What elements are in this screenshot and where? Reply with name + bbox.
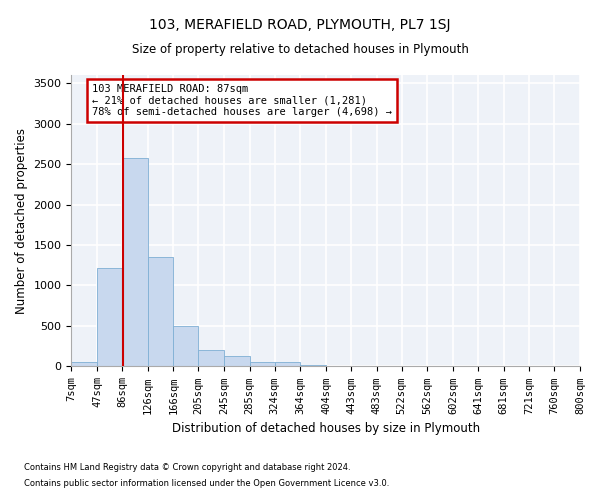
Bar — [173, 326, 199, 366]
Bar — [71, 362, 97, 366]
Y-axis label: Number of detached properties: Number of detached properties — [15, 128, 28, 314]
Bar — [97, 268, 122, 366]
Bar — [148, 257, 173, 366]
Bar — [275, 362, 301, 366]
Bar — [199, 350, 224, 366]
Text: Size of property relative to detached houses in Plymouth: Size of property relative to detached ho… — [131, 42, 469, 56]
Bar — [224, 356, 250, 366]
X-axis label: Distribution of detached houses by size in Plymouth: Distribution of detached houses by size … — [172, 422, 480, 435]
Text: Contains HM Land Registry data © Crown copyright and database right 2024.: Contains HM Land Registry data © Crown c… — [24, 464, 350, 472]
Bar — [301, 365, 326, 366]
Text: Contains public sector information licensed under the Open Government Licence v3: Contains public sector information licen… — [24, 478, 389, 488]
Text: 103, MERAFIELD ROAD, PLYMOUTH, PL7 1SJ: 103, MERAFIELD ROAD, PLYMOUTH, PL7 1SJ — [149, 18, 451, 32]
Bar — [250, 362, 275, 366]
Bar — [122, 158, 148, 366]
Text: 103 MERAFIELD ROAD: 87sqm
← 21% of detached houses are smaller (1,281)
78% of se: 103 MERAFIELD ROAD: 87sqm ← 21% of detac… — [92, 84, 392, 117]
